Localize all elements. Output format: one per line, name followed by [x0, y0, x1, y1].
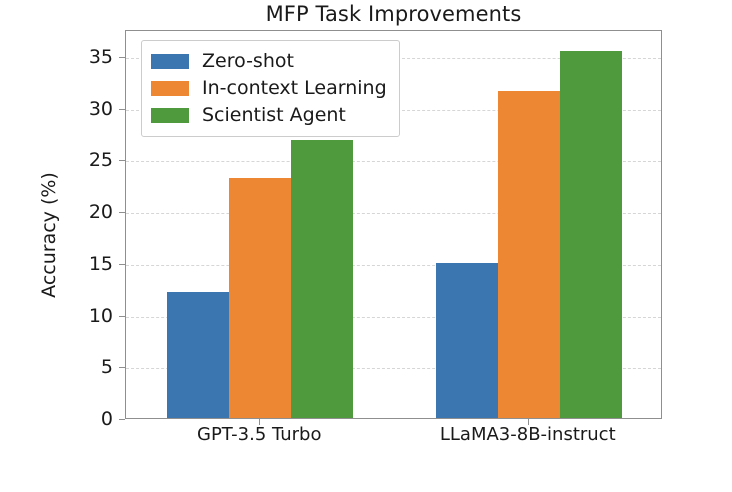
bar	[291, 139, 354, 418]
chart-title: MFP Task Improvements	[265, 2, 522, 26]
y-tick-label: 35	[88, 45, 113, 68]
legend-swatch-icon	[151, 54, 189, 69]
y-tick-mark	[119, 108, 125, 110]
gridline	[126, 213, 661, 215]
bar	[497, 91, 560, 418]
y-tick-mark	[119, 160, 125, 162]
bar	[167, 291, 230, 418]
legend-swatch-icon	[151, 81, 189, 96]
x-tick-mark	[527, 419, 529, 425]
gridline	[126, 368, 661, 370]
y-axis-label: Accuracy (%)	[38, 172, 60, 298]
y-tick-mark	[119, 212, 125, 214]
legend-swatch-icon	[151, 108, 189, 123]
bar	[435, 262, 498, 418]
legend-item-label: Scientist Agent	[202, 104, 346, 126]
legend-item: In-context Learning	[151, 75, 387, 102]
y-tick-mark	[119, 56, 125, 58]
y-tick-label: 15	[88, 252, 113, 275]
plot-inner	[126, 31, 661, 418]
chart-legend: Zero-shot In-context Learning Scientist Ag…	[141, 40, 400, 137]
bar	[229, 177, 292, 418]
x-tick-label: GPT-3.5 Turbo	[197, 424, 322, 445]
legend-item-label: Zero-shot	[202, 50, 294, 72]
y-tick-label: 20	[88, 201, 113, 224]
y-tick-label: 30	[88, 97, 113, 120]
legend-item: Zero-shot	[151, 48, 387, 75]
x-tick-mark	[259, 419, 261, 425]
legend-item-label: In-context Learning	[202, 77, 387, 99]
y-tick-mark	[119, 419, 125, 420]
gridline	[126, 316, 661, 318]
legend-item: Scientist Agent	[151, 102, 387, 129]
bar	[559, 50, 622, 418]
y-tick-label: 0	[100, 408, 113, 430]
y-tick-label: 5	[100, 356, 113, 379]
x-tick-label: LLaMA3-8B-instruct	[439, 424, 616, 445]
y-tick-mark	[119, 315, 125, 317]
gridline	[126, 161, 661, 163]
y-tick-mark	[119, 367, 125, 369]
gridline	[126, 264, 661, 266]
y-tick-mark	[119, 263, 125, 265]
y-tick-label: 25	[88, 149, 113, 172]
y-tick-label: 10	[88, 304, 113, 327]
